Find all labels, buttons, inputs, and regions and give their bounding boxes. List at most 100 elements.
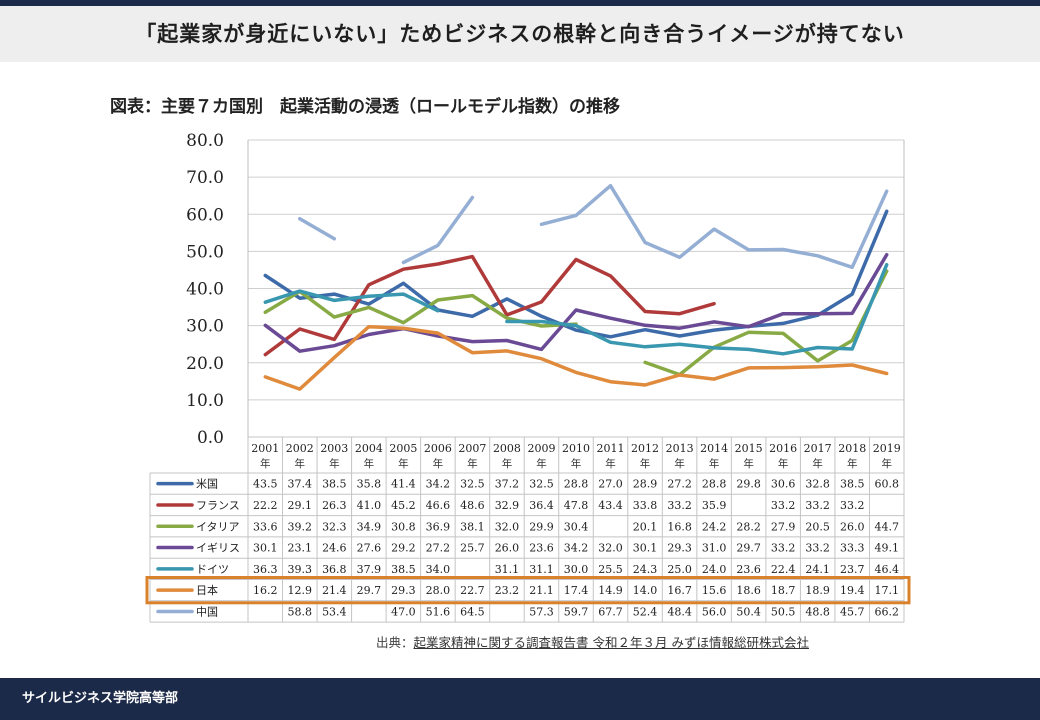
data-label: 14.9: [598, 584, 623, 597]
data-label: 66.2: [874, 605, 899, 618]
data-label: 24.6: [322, 542, 347, 555]
y-tick-label: 80.0: [186, 131, 224, 151]
x-tick-year: 2007: [458, 442, 486, 455]
legend-label: 中国: [196, 605, 218, 618]
x-tick-year-suffix: 年: [536, 457, 547, 470]
data-label: 33.2: [805, 542, 830, 555]
data-label: 36.8: [322, 563, 347, 576]
series-line-ドイツ: [505, 262, 889, 356]
data-label: 37.9: [357, 563, 382, 576]
data-label: 41.4: [391, 478, 416, 491]
data-label: 23.1: [288, 542, 313, 555]
data-label: 29.9: [529, 520, 554, 533]
data-label: 30.1: [633, 542, 658, 555]
data-label: 47.0: [391, 605, 416, 618]
chart-title: 図表：主要７カ国別 起業活動の浸透（ロールモデル指数）の推移: [110, 97, 620, 117]
series-line-中国: [401, 195, 475, 265]
x-tick-year: 2014: [700, 442, 728, 455]
data-label: 32.5: [529, 478, 554, 491]
x-tick-year-suffix: 年: [571, 457, 582, 470]
x-tick-year-suffix: 年: [674, 457, 685, 470]
y-tick-label: 70.0: [186, 168, 224, 188]
data-label: 26.0: [840, 520, 865, 533]
data-label: 35.8: [357, 478, 382, 491]
data-label: 46.4: [874, 563, 899, 576]
series-line-イギリス: [263, 252, 889, 353]
data-label: 59.7: [564, 605, 589, 618]
x-tick-year-suffix: 年: [605, 457, 616, 470]
data-label: 35.9: [702, 499, 727, 512]
data-label: 30.6: [771, 478, 796, 491]
data-label: 33.2: [805, 499, 830, 512]
data-label: 33.2: [771, 499, 796, 512]
x-tick-year-suffix: 年: [502, 457, 513, 470]
data-label: 28.8: [564, 478, 589, 491]
data-label: 23.6: [529, 542, 554, 555]
data-label: 34.9: [357, 520, 382, 533]
data-label: 19.4: [840, 584, 865, 597]
legend-label: ドイツ: [196, 563, 229, 576]
data-label: 24.1: [805, 563, 830, 576]
x-tick-year: 2012: [631, 442, 659, 455]
legend-label: フランス: [196, 499, 240, 512]
data-label: 21.4: [322, 584, 347, 597]
data-label: 36.9: [426, 520, 451, 533]
data-label: 34.2: [564, 542, 589, 555]
data-label: 67.7: [598, 605, 623, 618]
data-label: 22.2: [253, 499, 278, 512]
series-line-フランス: [263, 254, 716, 357]
x-tick-year: 2003: [320, 442, 348, 455]
data-label: 48.6: [460, 499, 485, 512]
x-tick-year-suffix: 年: [329, 457, 340, 470]
data-label: 36.3: [253, 563, 278, 576]
x-tick-year-suffix: 年: [295, 457, 306, 470]
series-line-中国: [539, 183, 889, 270]
series-line-中国: [298, 216, 337, 241]
source-link[interactable]: 起業家精神に関する調査報告書 令和２年３月 みずほ情報総研株式会社: [413, 635, 809, 650]
data-label: 26.0: [495, 542, 520, 555]
data-label: 32.0: [495, 520, 520, 533]
x-tick-year-suffix: 年: [709, 457, 720, 470]
data-label: 29.1: [288, 499, 313, 512]
data-label: 33.2: [771, 542, 796, 555]
x-tick-year-suffix: 年: [398, 457, 409, 470]
data-label: 32.0: [598, 542, 623, 555]
data-label: 23.6: [736, 563, 761, 576]
data-label: 25.7: [460, 542, 485, 555]
data-label: 16.8: [667, 520, 692, 533]
data-label: 60.8: [874, 478, 899, 491]
data-label: 17.4: [564, 584, 589, 597]
data-label: 14.0: [633, 584, 658, 597]
data-label: 18.7: [771, 584, 796, 597]
source-citation: 出典：起業家精神に関する調査報告書 令和２年３月 みずほ情報総研株式会社: [376, 632, 809, 651]
data-label: 34.0: [426, 563, 451, 576]
x-tick-year-suffix: 年: [812, 457, 823, 470]
data-label: 38.5: [391, 563, 416, 576]
top-accent-bar: [0, 0, 1040, 6]
data-label: 18.6: [736, 584, 761, 597]
data-label: 30.0: [564, 563, 589, 576]
x-tick-year: 2013: [666, 442, 694, 455]
y-tick-label: 10.0: [186, 391, 224, 411]
data-label: 29.7: [357, 584, 382, 597]
x-tick-year: 2004: [355, 442, 383, 455]
data-label: 18.9: [805, 584, 830, 597]
data-label: 29.2: [391, 542, 416, 555]
data-label: 16.2: [253, 584, 278, 597]
data-label: 58.8: [288, 605, 313, 618]
data-label: 33.2: [840, 499, 865, 512]
data-label: 20.5: [805, 520, 830, 533]
data-label: 28.8: [702, 478, 727, 491]
x-tick-year: 2011: [597, 442, 625, 455]
data-label: 36.4: [529, 499, 554, 512]
data-label: 29.7: [736, 542, 761, 555]
data-label: 27.6: [357, 542, 382, 555]
highlight-row-box: [145, 576, 911, 605]
x-tick-year-suffix: 年: [260, 457, 271, 470]
legend-label: イギリス: [196, 542, 240, 555]
x-tick-year: 2005: [389, 442, 417, 455]
data-label: 28.0: [426, 584, 451, 597]
data-label: 48.8: [805, 605, 830, 618]
data-label: 38.1: [460, 520, 485, 533]
footer-brand: サイルビジネス学院高等部: [22, 691, 179, 706]
